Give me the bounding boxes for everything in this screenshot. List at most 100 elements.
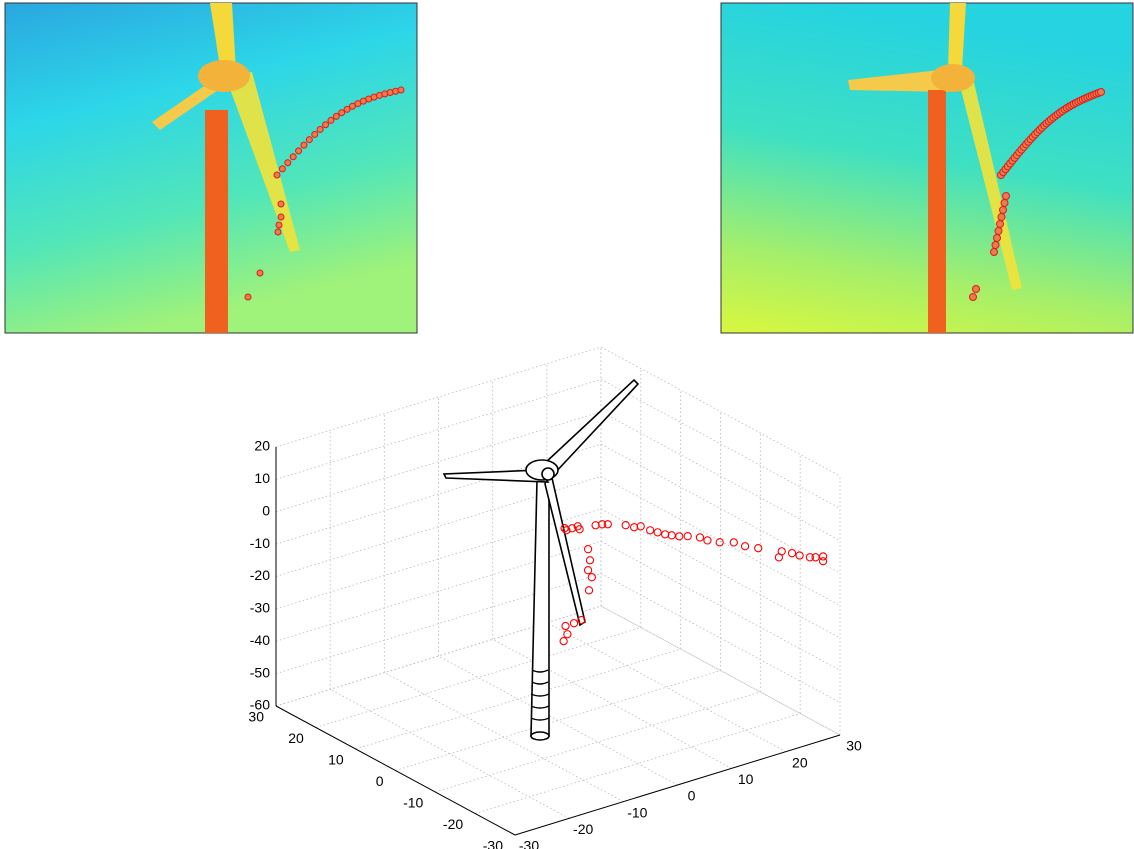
detection [991, 241, 1000, 249]
grid-line [492, 638, 732, 769]
x-tick-label: 30 [846, 738, 862, 754]
detection [332, 112, 340, 120]
detection [338, 109, 346, 117]
z-tick-label: 20 [254, 438, 270, 454]
point [695, 533, 705, 542]
tick-labels: -30-20-100102030-30-20-100102030-60-50-4… [248, 438, 862, 849]
detection [244, 293, 252, 301]
point [562, 526, 571, 535]
detection [305, 136, 313, 144]
thermal-image-left [4, 2, 418, 334]
y-tick-label: 0 [376, 773, 384, 789]
point [715, 538, 724, 547]
grid-line [355, 648, 681, 750]
thermal-image-right [720, 2, 1134, 334]
detection [277, 200, 285, 208]
z-tick-label: -40 [250, 632, 270, 648]
detection [256, 269, 264, 277]
point [621, 521, 630, 530]
point [559, 636, 568, 646]
detection [972, 285, 980, 293]
point [629, 523, 639, 532]
detection [993, 234, 1001, 242]
turbine-model [442, 378, 640, 741]
x-tick-label: 10 [738, 771, 754, 787]
point [584, 586, 594, 595]
grid-line [395, 670, 721, 771]
point [653, 528, 662, 537]
point [587, 573, 596, 582]
x-tick-label: -10 [627, 804, 647, 820]
detection [997, 213, 1006, 221]
point [754, 544, 763, 553]
detection [274, 228, 282, 236]
point [740, 542, 750, 551]
point [777, 547, 786, 556]
grid-line [275, 476, 602, 577]
detection [284, 159, 292, 167]
detection [1097, 88, 1105, 96]
z-tick-label: -10 [250, 535, 270, 551]
detection [990, 248, 998, 256]
grid-line [600, 476, 841, 606]
y-tick-label: 30 [248, 709, 264, 725]
scatter-points [559, 520, 828, 646]
y-tick-label: 10 [328, 752, 344, 768]
point [577, 615, 586, 625]
grid-line [275, 508, 602, 610]
grid-line [275, 411, 602, 513]
detection [996, 220, 1004, 228]
detections-right [969, 88, 1105, 301]
grid-line [435, 691, 761, 793]
point [795, 551, 804, 560]
point [661, 530, 670, 539]
detection [322, 121, 330, 129]
point [805, 553, 815, 562]
grid-line [600, 540, 841, 671]
grid-line [600, 573, 841, 703]
x-tick-label: 20 [792, 754, 808, 770]
detection [1002, 192, 1010, 200]
detections-left [244, 86, 405, 301]
detection [278, 165, 286, 173]
detection [1000, 199, 1009, 207]
detection [348, 102, 356, 110]
grid-line [475, 713, 801, 814]
point [585, 556, 595, 565]
detection [327, 116, 335, 124]
point [603, 520, 612, 529]
y-tick-label: -10 [403, 795, 423, 811]
point [575, 525, 584, 534]
point [818, 552, 828, 561]
axis-line [275, 705, 516, 836]
point [675, 532, 684, 541]
point [667, 531, 676, 540]
detection [969, 293, 977, 301]
grid [275, 346, 841, 836]
grid-line [275, 573, 602, 675]
detection [994, 227, 1003, 235]
point [636, 522, 645, 531]
detection [275, 221, 283, 229]
z-tick-label: 10 [254, 470, 270, 486]
grid-line [600, 605, 841, 736]
z-tick-label: -20 [250, 567, 270, 583]
grid-line [275, 605, 602, 707]
x-tick-label: -30 [519, 838, 539, 849]
grid-line [438, 655, 678, 786]
x-tick-label: 0 [688, 788, 696, 804]
detection [277, 213, 285, 221]
z-tick-label: 0 [262, 502, 270, 518]
detection [316, 125, 324, 133]
point [598, 520, 607, 529]
detection [300, 141, 308, 149]
point [563, 630, 572, 639]
grid-line [275, 346, 602, 448]
x-tick-label: -20 [573, 821, 593, 837]
z-tick-label: -50 [250, 664, 270, 680]
y-tick-label: -30 [483, 838, 503, 849]
point [561, 621, 570, 631]
grid-line [315, 627, 641, 728]
